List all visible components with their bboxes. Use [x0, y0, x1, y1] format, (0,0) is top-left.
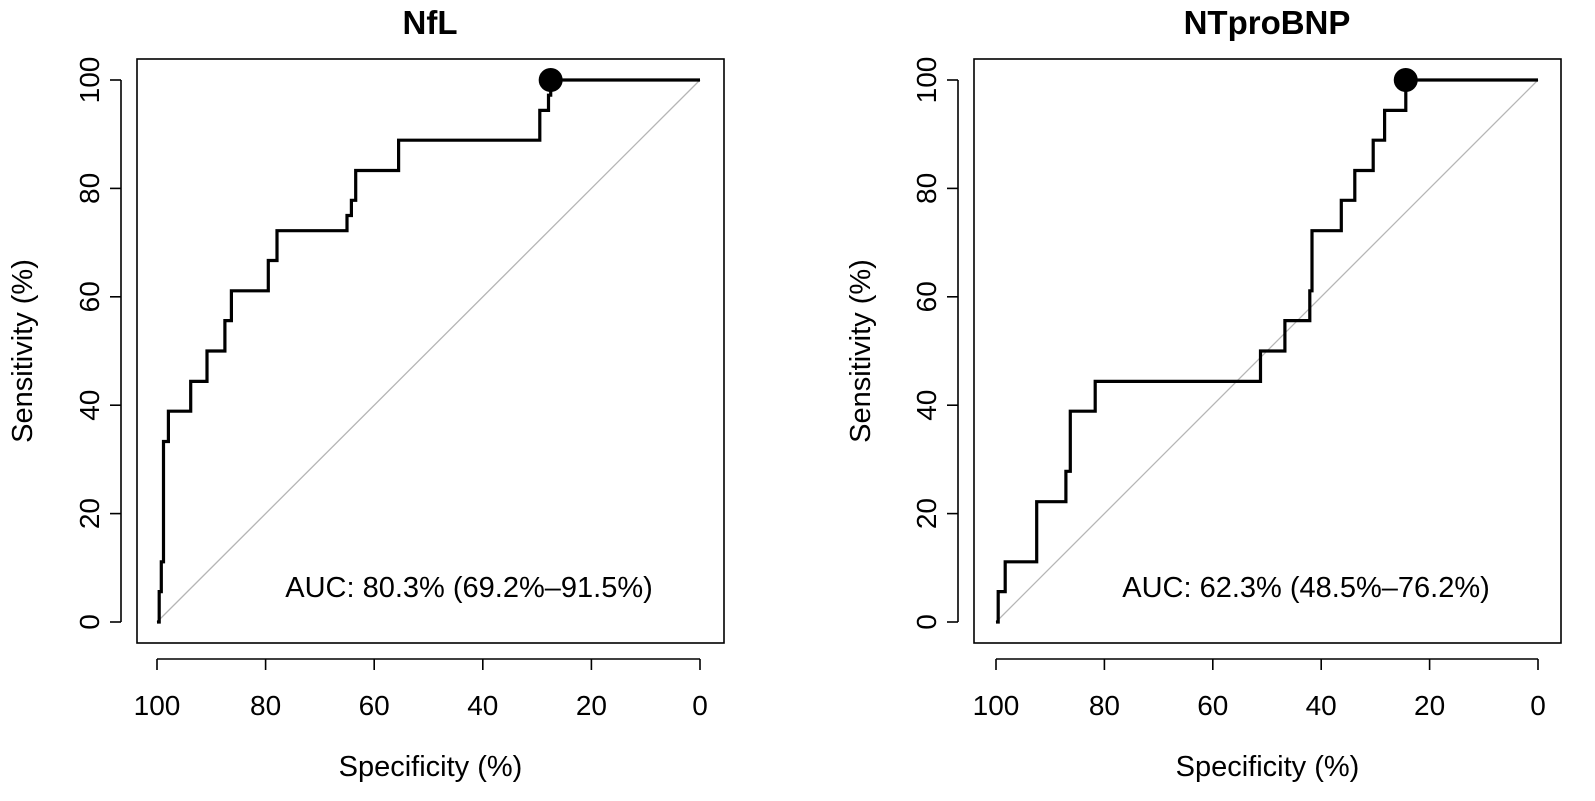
ntprobnp-x-tick-label: 100: [973, 690, 1020, 721]
ntprobnp-x-tick-label: 60: [1197, 690, 1228, 721]
ntprobnp-x-tick-label: 80: [1089, 690, 1120, 721]
ntprobnp-x-axis-label: Specificity (%): [1176, 751, 1360, 783]
ntprobnp-roc-panel: NTproBNP 100 80 60 40 20 0 Specificity (%) 0 20 40…: [845, 4, 1562, 783]
nfl-roc-curve: [157, 78, 700, 624]
ntprobnp-y-axis-label: Sensitivity (%): [845, 259, 877, 443]
nfl-y-tick-label: 100: [74, 57, 105, 104]
nfl-x-tick-label: 80: [250, 690, 281, 721]
nfl-x-tick-label: 40: [467, 690, 498, 721]
nfl-y-tick-label: 60: [74, 281, 105, 312]
nfl-x-tick-label: 20: [576, 690, 607, 721]
ntprobnp-x-tick-label: 0: [1530, 690, 1546, 721]
ntprobnp-y-tick-label: 20: [911, 498, 942, 529]
ntprobnp-y-tick-label: 80: [911, 173, 942, 204]
nfl-y-tick-label: 0: [74, 614, 105, 630]
nfl-y-tick-label: 80: [74, 173, 105, 204]
ntprobnp-x-tick-label: 40: [1306, 690, 1337, 721]
ntprobnp-chart-title: NTproBNP: [1184, 4, 1351, 41]
nfl-reference-diagonal: [156, 79, 701, 623]
ntprobnp-roc-curve: [996, 78, 1538, 624]
nfl-optimal-point: [538, 68, 563, 92]
nfl-x-tick-label: 100: [134, 690, 181, 721]
ntprobnp-y-tick-label: 100: [911, 57, 942, 104]
nfl-roc-panel: NfL 100 80 60 40 20 0 Specificity (%) 0 20 40 60 80 1…: [7, 4, 725, 783]
nfl-x-tick-label: 60: [359, 690, 390, 721]
nfl-y-tick-label: 20: [74, 498, 105, 529]
ntprobnp-y-tick-label: 60: [911, 281, 942, 312]
ntprobnp-x-tick-label: 20: [1414, 690, 1445, 721]
nfl-y-axis-label: Sensitivity (%): [7, 259, 39, 443]
ntprobnp-y-tick-label: 40: [911, 390, 942, 421]
nfl-chart-title: NfL: [403, 4, 458, 41]
ntprobnp-optimal-point: [1393, 68, 1418, 92]
nfl-plot-frame: [136, 58, 725, 644]
nfl-x-axis-label: Specificity (%): [339, 751, 523, 783]
ntprobnp-plot-frame: [973, 58, 1562, 644]
nfl-x-tick-label: 0: [692, 690, 708, 721]
nfl-y-tick-label: 40: [74, 390, 105, 421]
nfl-auc-annotation: AUC: 80.3% (69.2%–91.5%): [285, 572, 653, 604]
ntprobnp-y-tick-label: 0: [911, 614, 942, 630]
ntprobnp-auc-annotation: AUC: 62.3% (48.5%–76.2%): [1122, 572, 1490, 604]
